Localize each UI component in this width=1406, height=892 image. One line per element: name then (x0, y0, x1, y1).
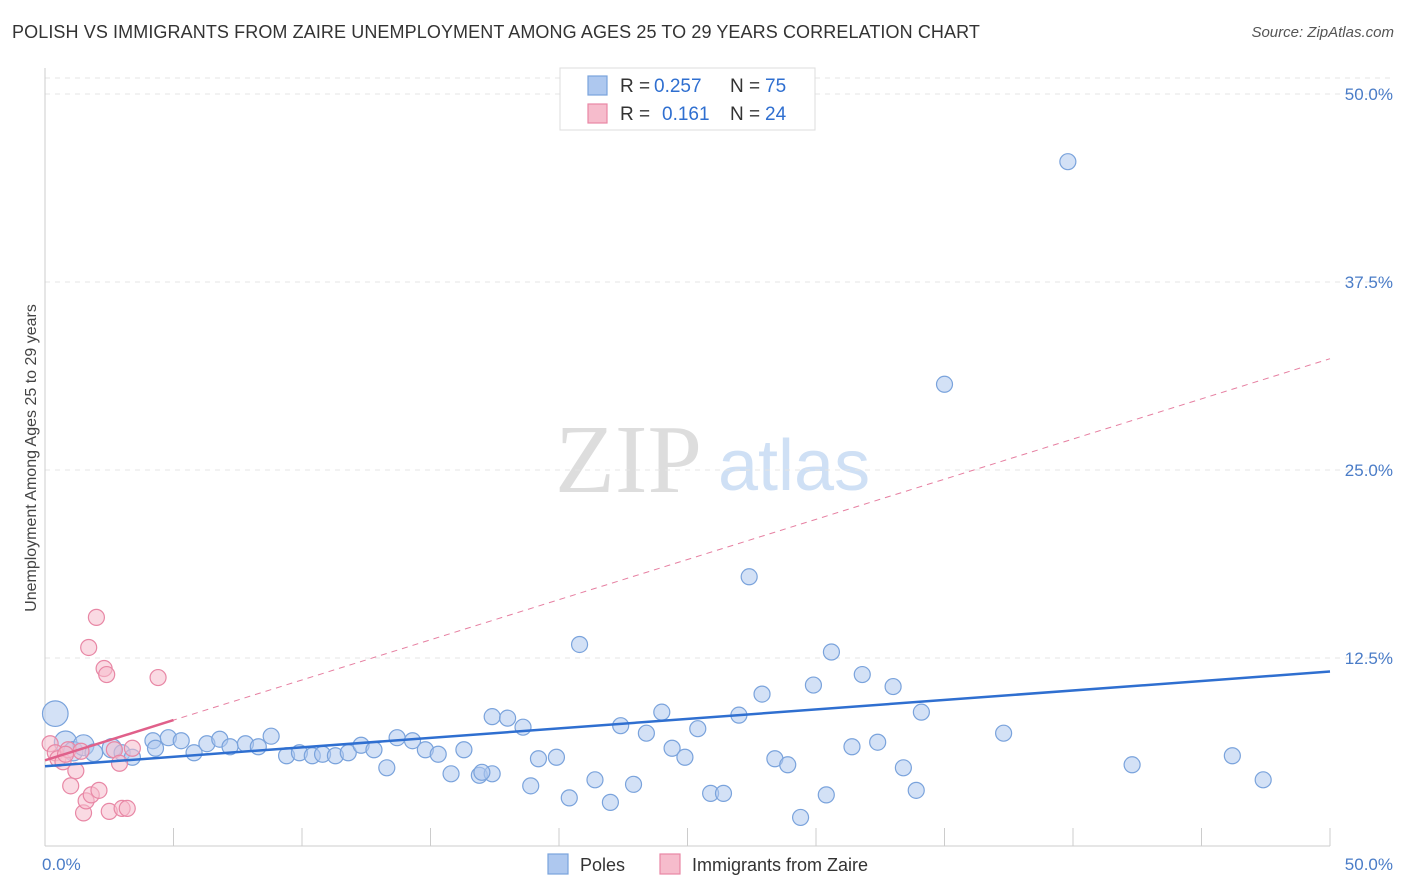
point-poles-9 (146, 739, 165, 757)
point-poles-62 (804, 676, 823, 694)
legend-r-value-2: 0.161 (662, 104, 710, 125)
point-poles-63 (817, 786, 835, 804)
y-axis-label: Unemployment Among Ages 25 to 29 years (23, 304, 40, 612)
point-zaire-20 (118, 799, 136, 818)
point-poles-28 (388, 729, 406, 747)
point-poles-74 (1059, 153, 1077, 171)
source-credit: Source: ZipAtlas.com (1251, 24, 1394, 41)
point-poles-43 (560, 789, 578, 807)
series-legend: Poles Immigrants from Zaire (547, 853, 868, 875)
trend-line-zaire-solid (44, 718, 174, 762)
point-poles-42 (547, 748, 566, 766)
point-poles-17 (249, 738, 267, 756)
point-poles-58 (753, 685, 771, 703)
point-poles-33 (455, 741, 473, 759)
y-tick-label-2: 37.5% (1345, 273, 1393, 292)
point-poles-46 (601, 793, 620, 811)
x-tick-labels: 0.0% 50.0% (42, 855, 1393, 874)
point-zaire-21 (123, 739, 141, 757)
bottom-legend-poles: Poles (580, 855, 625, 875)
point-poles-76 (1223, 747, 1241, 765)
point-poles-60 (779, 756, 797, 774)
y-tick-labels: 12.5% 25.0% 37.5% 50.0% (1345, 85, 1393, 668)
point-poles-47 (612, 717, 630, 735)
point-poles-75 (1123, 756, 1141, 774)
point-poles-55 (714, 784, 733, 802)
point-poles-38 (499, 709, 517, 727)
trend-lines (44, 358, 1331, 761)
grid-lines (45, 77, 1390, 659)
point-poles-69 (894, 759, 912, 777)
bottom-legend-zaire: Immigrants from Zaire (692, 855, 868, 875)
y-tick-label-1: 25.0% (1345, 461, 1393, 480)
point-poles-77 (1254, 771, 1272, 789)
bottom-swatch-zaire (659, 853, 681, 875)
legend-n-label-2: N = (730, 104, 760, 125)
point-poles-37 (483, 708, 501, 726)
point-poles-11 (172, 732, 190, 750)
point-poles-70 (907, 781, 925, 799)
point-poles-41 (529, 750, 548, 768)
chart-title: POLISH VS IMMIGRANTS FROM ZAIRE UNEMPLOY… (12, 22, 981, 42)
point-poles-64 (822, 643, 841, 661)
x-tick-label-0: 0.0% (42, 855, 81, 874)
point-poles-40 (522, 777, 540, 795)
bottom-swatch-poles (547, 853, 569, 875)
point-zaire-10 (80, 638, 98, 657)
legend-swatch-zaire (587, 103, 608, 124)
legend-r-label-2: R = (620, 104, 650, 125)
point-poles-57 (740, 568, 758, 586)
point-zaire-22 (149, 668, 167, 687)
point-poles-27 (378, 759, 396, 777)
point-poles-53 (689, 720, 707, 738)
point-poles-50 (653, 703, 671, 721)
legend-swatch-poles (587, 75, 608, 96)
y-tick-label-3: 50.0% (1345, 85, 1393, 104)
x-tick-label-1: 50.0% (1345, 855, 1393, 874)
point-zaire-12 (87, 608, 106, 626)
point-poles-48 (624, 775, 643, 793)
point-zaire-13 (90, 781, 108, 799)
y-tick-label-0: 12.5% (1345, 649, 1393, 668)
legend-r-label-1: R = (620, 76, 650, 97)
point-poles-73 (995, 724, 1013, 742)
point-poles-18 (262, 727, 280, 745)
point-poles-44 (570, 635, 589, 654)
point-poles-0 (41, 700, 69, 728)
legend-n-label-1: N = (730, 76, 760, 97)
point-poles-68 (884, 677, 902, 696)
watermark-zip: ZIP (555, 406, 702, 514)
point-zaire-5 (62, 777, 80, 795)
point-poles-67 (869, 733, 887, 751)
watermark-atlas: atlas (718, 426, 870, 506)
point-poles-36 (473, 763, 491, 781)
point-poles-61 (791, 808, 810, 827)
point-poles-71 (912, 703, 930, 721)
point-poles-66 (853, 665, 871, 684)
legend-r-value-1: 0.257 (654, 76, 702, 97)
point-poles-65 (843, 738, 861, 756)
point-poles-45 (586, 771, 604, 789)
point-poles-49 (637, 724, 655, 742)
legend-n-value-2: 24 (765, 104, 787, 125)
trend-line-zaire-dashed (44, 358, 1331, 761)
legend-n-value-1: 75 (765, 76, 786, 97)
point-poles-31 (429, 745, 447, 763)
point-poles-26 (365, 741, 383, 759)
point-poles-39 (514, 718, 532, 736)
point-poles-32 (442, 765, 460, 783)
correlation-legend: R = 0.257 N = 75 R = 0.161 N = 24 (559, 67, 816, 131)
point-poles-72 (935, 375, 954, 393)
point-zaire-15 (98, 665, 116, 684)
trend-line-poles (44, 670, 1331, 768)
point-poles-52 (676, 748, 694, 766)
point-poles-51 (663, 739, 681, 757)
point-zaire-18 (110, 754, 129, 772)
